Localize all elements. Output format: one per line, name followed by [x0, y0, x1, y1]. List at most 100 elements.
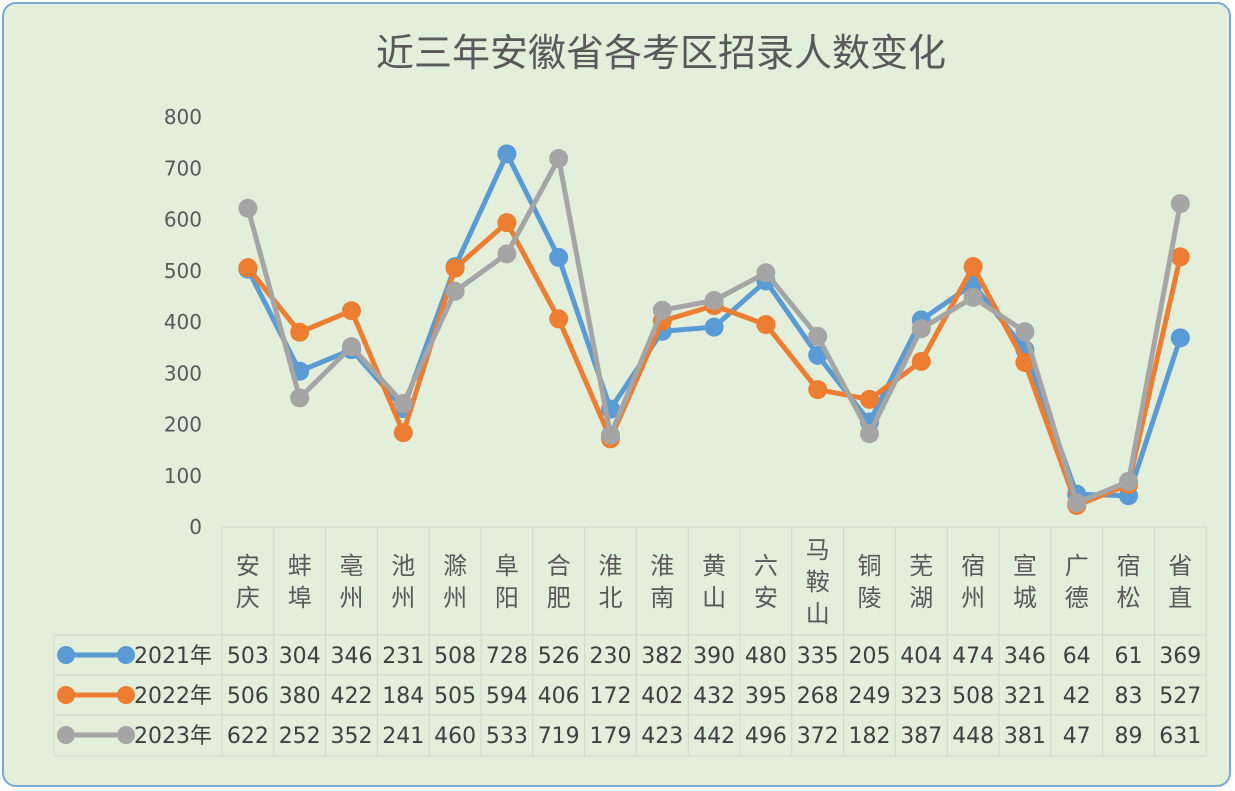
data-point — [1170, 247, 1190, 267]
data-point — [549, 309, 569, 329]
table-cell-value: 527 — [1159, 684, 1201, 709]
table-cell-value: 47 — [1063, 724, 1091, 749]
table-cell-value: 372 — [797, 724, 839, 749]
table-cell-value: 508 — [952, 684, 994, 709]
table-cell-value: 460 — [434, 724, 476, 749]
data-point — [756, 315, 776, 335]
data-point — [756, 263, 776, 283]
data-point — [860, 424, 879, 444]
table-cell-value: 321 — [1004, 684, 1046, 709]
category-label: 马鞍山 — [806, 536, 830, 628]
table-cell-value: 728 — [486, 644, 528, 669]
table-cell-value: 631 — [1159, 724, 1201, 749]
y-tick-label: 200 — [164, 413, 202, 437]
data-point — [963, 287, 983, 307]
data-point — [1067, 493, 1087, 513]
legend-label: 2023年 — [134, 724, 212, 749]
y-tick-label: 300 — [164, 361, 202, 385]
data-point — [393, 423, 413, 443]
table-cell-value: 182 — [849, 724, 891, 749]
category-label: 黄山 — [702, 552, 726, 612]
table-cell-value: 474 — [952, 644, 994, 669]
series-2 — [238, 149, 1190, 513]
data-point — [911, 319, 931, 339]
table-cell-value: 89 — [1115, 724, 1143, 749]
table-cell-value: 719 — [538, 724, 580, 749]
table-cell-value: 382 — [641, 644, 683, 669]
data-point — [704, 317, 724, 337]
table-cell-value: 205 — [849, 644, 891, 669]
data-point — [393, 393, 413, 413]
data-point — [652, 300, 672, 320]
table-cell-value: 231 — [382, 644, 424, 669]
legend-label: 2022年 — [134, 684, 212, 709]
data-point — [601, 425, 620, 445]
data-point — [808, 380, 828, 400]
category-label: 广德 — [1065, 552, 1089, 612]
series-line — [245, 220, 1183, 508]
y-tick-label: 600 — [164, 208, 202, 232]
chart-title: 近三年安徽省各考区招录人数变化 — [376, 31, 946, 75]
table-cell-value: 179 — [590, 724, 632, 749]
table-cell-value: 506 — [227, 684, 269, 709]
y-tick-label: 100 — [164, 464, 202, 488]
data-point — [1015, 352, 1035, 372]
category-label: 淮南 — [650, 552, 674, 612]
table-cell-value: 496 — [745, 724, 787, 749]
table-cell-value: 404 — [900, 644, 942, 669]
data-point — [860, 389, 879, 409]
table-cell-value: 335 — [797, 644, 839, 669]
table-cell-value: 64 — [1063, 644, 1091, 669]
table-cell-value: 83 — [1115, 684, 1143, 709]
table-cell-value: 533 — [486, 724, 528, 749]
category-label: 池州 — [391, 552, 415, 612]
legend-marker — [57, 686, 75, 704]
table-cell-value: 230 — [590, 644, 632, 669]
category-label: 亳州 — [340, 552, 364, 612]
table-cell-value: 346 — [1004, 644, 1046, 669]
series-1 — [238, 213, 1190, 515]
data-point — [497, 213, 517, 233]
line-chart: 近三年安徽省各考区招录人数变化 0 100 200 300 400 500 600 700 80… — [53, 31, 1207, 757]
category-label: 宿松 — [1117, 552, 1141, 612]
data-point — [1170, 194, 1190, 214]
table-cell-value: 381 — [1004, 724, 1046, 749]
data-point — [290, 322, 310, 342]
data-point — [911, 351, 931, 371]
category-label: 蚌埠 — [288, 552, 312, 612]
data-point — [238, 258, 258, 278]
table-cell-value: 380 — [279, 684, 321, 709]
legend-entry: 2022年 — [57, 684, 212, 709]
table-cell-value: 395 — [745, 684, 787, 709]
category-label: 安庆 — [236, 552, 260, 612]
table-cell-value: 304 — [279, 644, 321, 669]
legend-marker — [117, 726, 135, 744]
category-label: 阜阳 — [495, 552, 519, 612]
data-point — [704, 290, 724, 310]
category-label: 六安 — [754, 552, 778, 612]
table-cell-value: 346 — [331, 644, 373, 669]
table-cell-value: 184 — [382, 684, 424, 709]
table-cell-value: 526 — [538, 644, 580, 669]
data-point — [1170, 328, 1190, 348]
data-point — [290, 388, 310, 408]
table-cell-value: 61 — [1115, 644, 1143, 669]
table-cell-value: 241 — [382, 724, 424, 749]
table-cell-value: 268 — [797, 684, 839, 709]
legend-marker — [117, 646, 135, 664]
series-0 — [238, 144, 1190, 506]
y-tick-label: 800 — [164, 105, 202, 129]
data-point — [963, 257, 983, 277]
data-point — [497, 144, 517, 164]
table-cell-value: 323 — [900, 684, 942, 709]
table-cell-value: 594 — [486, 684, 528, 709]
table-cell-value: 352 — [331, 724, 373, 749]
category-label: 铜陵 — [858, 552, 882, 612]
series-layer — [238, 144, 1190, 515]
table-cell-value: 402 — [641, 684, 683, 709]
table-cell-value: 432 — [693, 684, 735, 709]
table-cell-value: 42 — [1063, 684, 1091, 709]
table-cell-value: 387 — [900, 724, 942, 749]
y-tick-label: 500 — [164, 259, 202, 283]
